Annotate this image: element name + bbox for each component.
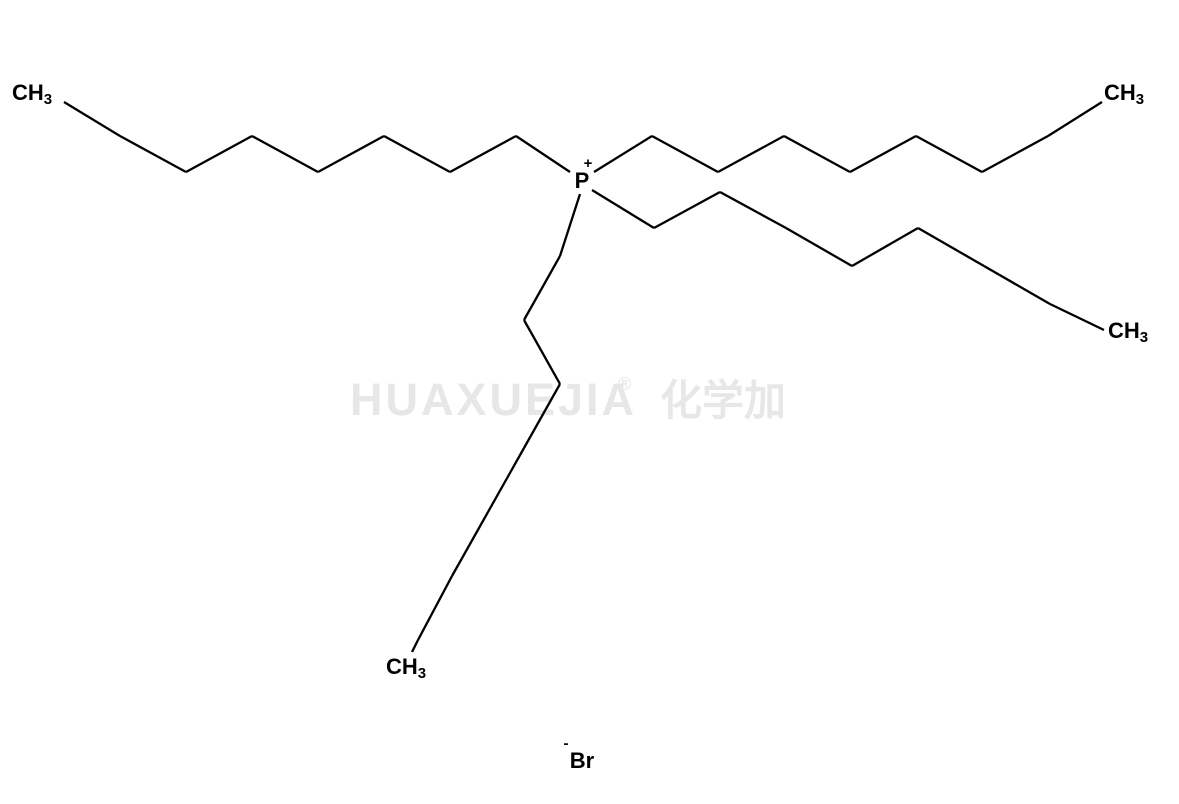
- svg-text:CH3: CH3: [1104, 80, 1144, 108]
- bond: [652, 136, 718, 172]
- svg-text:CH3: CH3: [386, 654, 426, 682]
- bond: [384, 136, 450, 172]
- bond: [850, 136, 916, 172]
- watermark-cn: 化学加: [660, 377, 786, 424]
- bond: [784, 136, 850, 172]
- bond: [450, 136, 516, 172]
- bond: [1048, 102, 1102, 136]
- svg-text:-: -: [564, 735, 569, 752]
- bond: [594, 136, 652, 172]
- bond: [412, 640, 418, 652]
- atom-Br: Br-: [564, 735, 595, 773]
- bond: [786, 228, 852, 266]
- bond: [1050, 304, 1104, 330]
- bond: [418, 576, 452, 640]
- bond: [984, 266, 1050, 304]
- atom-P: P+: [575, 155, 593, 193]
- bond: [560, 194, 580, 256]
- molecule-diagram: HUAXUEJIA ® 化学加 P+ CH3 CH3 CH3 CH3 Br-: [0, 0, 1179, 804]
- bond: [252, 136, 318, 172]
- bond: [488, 448, 524, 512]
- bond: [852, 228, 918, 266]
- svg-text:Br: Br: [570, 748, 595, 773]
- svg-text:+: +: [584, 155, 593, 172]
- svg-text:CH3: CH3: [1108, 318, 1148, 346]
- bond: [654, 192, 720, 228]
- atom-CH3_ul: CH3: [12, 80, 52, 108]
- bond: [318, 136, 384, 172]
- bond: [916, 136, 982, 172]
- svg-text:CH3: CH3: [12, 80, 52, 108]
- watermark-reg: ®: [618, 374, 631, 394]
- bond: [720, 192, 786, 228]
- watermark: HUAXUEJIA ® 化学加: [350, 374, 786, 425]
- atom-labels: P+ CH3 CH3 CH3 CH3 Br-: [12, 80, 1148, 773]
- atom-CH3_ur: CH3: [1104, 80, 1144, 108]
- bond: [452, 512, 488, 576]
- bond: [516, 136, 570, 172]
- bond: [718, 136, 784, 172]
- atom-CH3_r: CH3: [1108, 318, 1148, 346]
- bond: [64, 102, 120, 136]
- bond: [918, 228, 984, 266]
- atom-CH3_b: CH3: [386, 654, 426, 682]
- bond: [982, 136, 1048, 172]
- watermark-latin: HUAXUEJIA: [350, 374, 637, 425]
- bond: [120, 136, 186, 172]
- bond: [186, 136, 252, 172]
- bond: [592, 190, 654, 228]
- bond: [524, 256, 560, 320]
